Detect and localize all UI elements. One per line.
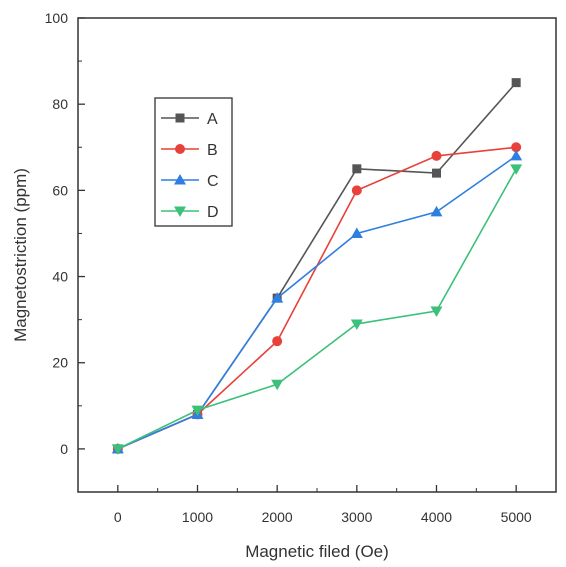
y-tick-label: 20 xyxy=(52,355,68,371)
y-axis-title: Magnetostriction (ppm) xyxy=(11,168,30,342)
legend-swatch-marker xyxy=(174,174,186,185)
x-tick-label: 4000 xyxy=(421,509,452,525)
y-tick-label: 0 xyxy=(60,441,68,457)
x-axis: 0 1000 2000 3000 4000 5000 xyxy=(77,485,557,525)
series-c-point xyxy=(271,292,284,303)
series-d-point xyxy=(271,379,284,391)
legend-item-a: A xyxy=(161,111,218,128)
series-b-point xyxy=(511,142,522,153)
legend-swatch-marker xyxy=(175,113,185,123)
y-tick-label: 60 xyxy=(52,182,68,198)
y-tick-label: 40 xyxy=(52,269,68,285)
y-tick-label: 100 xyxy=(45,10,69,26)
legend-item-b: B xyxy=(161,142,218,159)
y-tick-label: 80 xyxy=(52,96,68,112)
legend-swatch-marker xyxy=(174,206,186,217)
series-d-point xyxy=(510,164,523,175)
legend-label: B xyxy=(207,142,218,159)
series-d xyxy=(111,164,523,455)
x-tick-label: 2000 xyxy=(262,509,293,525)
series-b-point xyxy=(272,336,283,347)
x-tick-label: 3000 xyxy=(341,509,372,525)
series-c-point xyxy=(350,227,363,238)
series-d-point xyxy=(111,444,124,455)
x-tick-label: 5000 xyxy=(501,509,532,525)
series-c-point xyxy=(430,205,443,217)
series-b-point xyxy=(351,185,362,196)
plot-frame xyxy=(77,17,557,493)
series-d-line xyxy=(117,168,517,450)
legend-label: C xyxy=(207,173,219,190)
y-axis: 0 20 40 60 80 100 xyxy=(45,10,85,493)
series-a-point xyxy=(432,168,441,178)
series-b-point xyxy=(431,150,442,161)
legend-item-d: D xyxy=(161,204,219,221)
legend-label: A xyxy=(207,111,218,128)
series-c-point xyxy=(510,149,523,161)
legend-label: D xyxy=(207,204,219,221)
series-d-point xyxy=(350,319,363,330)
series-layer xyxy=(111,78,523,455)
legend-item-c: C xyxy=(161,173,219,190)
x-tick-label: 0 xyxy=(114,509,122,525)
series-a-point xyxy=(352,164,362,174)
x-axis-title: Magnetic filed (Oe) xyxy=(245,542,389,561)
series-d-point xyxy=(430,306,443,318)
legend-box xyxy=(154,97,233,227)
x-tick-label: 1000 xyxy=(182,509,213,525)
legend-swatch-marker xyxy=(175,144,185,154)
series-c-line xyxy=(117,155,517,450)
series-a-point xyxy=(511,78,521,88)
series-d-point xyxy=(191,405,204,417)
